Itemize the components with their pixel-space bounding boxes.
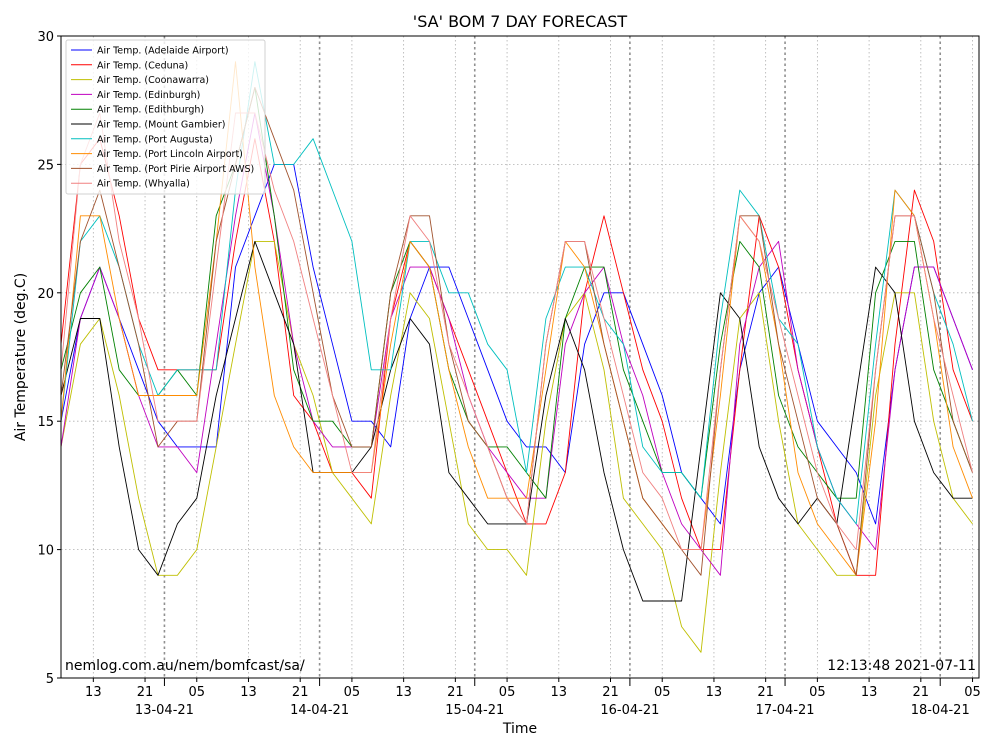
legend-box (65, 39, 266, 195)
series-line (60, 86, 973, 499)
series-line (60, 61, 973, 576)
legend-label: Air Temp. (Port Lincoln Airport) (97, 149, 243, 160)
x-tick-label: 13 (861, 685, 878, 700)
y-tick-label: 25 (37, 158, 54, 173)
y-tick-label: 5 (46, 672, 54, 687)
legend-label: Air Temp. (Mount Gambier) (97, 120, 226, 131)
day-tick-label: 14-04-21 (290, 703, 349, 718)
legend-label: Air Temp. (Whyalla) (97, 179, 190, 190)
x-tick-label: 05 (499, 685, 516, 700)
x-axis-label: Time (502, 721, 537, 737)
legend: Air Temp. (Adelaide Airport) Air Temp. (C… (65, 39, 266, 195)
x-tick-label: 21 (292, 685, 309, 700)
source-annotation: nemlog.com.au/nem/bomfcast/sa/ (65, 658, 305, 674)
timestamp-annotation: 12:13:48 2021-07-11 (827, 658, 976, 674)
x-tick-label: 13 (706, 685, 723, 700)
day-tick-label: 18-04-21 (911, 703, 970, 718)
x-tick-label: 21 (447, 685, 464, 700)
legend-label: Air Temp. (Port Augusta) (97, 134, 213, 145)
y-tick-label: 20 (37, 287, 54, 302)
series-lines (60, 61, 973, 653)
chart-title: 'SA' BOM 7 DAY FORECAST (413, 12, 628, 31)
legend-label: Air Temp. (Edithburgh) (97, 105, 204, 116)
y-tick-label: 10 (37, 544, 54, 559)
x-tick-label: 21 (913, 685, 930, 700)
legend-label: Air Temp. (Adelaide Airport) (97, 46, 229, 57)
x-tick-label: 21 (137, 685, 154, 700)
series-line (60, 112, 973, 551)
day-tick-label: 16-04-21 (600, 703, 659, 718)
series-line (60, 138, 973, 576)
series-line (60, 240, 973, 653)
x-tick-label: 21 (757, 685, 774, 700)
y-tick-label: 15 (37, 415, 54, 430)
day-tick-label: 17-04-21 (756, 703, 815, 718)
y-axis-label: Air Temperature (deg.C) (13, 273, 29, 441)
y-tick-label: 30 (37, 30, 54, 45)
day-tick-label: 15-04-21 (445, 703, 504, 718)
plot-frame (60, 35, 980, 679)
legend-label: Air Temp. (Ceduna) (97, 60, 188, 71)
x-tick-label: 13 (395, 685, 412, 700)
x-tick-label: 13 (551, 685, 568, 700)
axes: 5 10 15 20 25 30 13 21 05 13 21 05 13 21 05 13 21 05 13 21 0… (37, 30, 980, 718)
x-tick-label: 05 (809, 685, 826, 700)
x-tick-label: 13 (240, 685, 257, 700)
legend-label: Air Temp. (Coonawarra) (97, 75, 209, 86)
x-tick-label: 05 (964, 685, 981, 700)
legend-label: Air Temp. (Port Pirie Airport AWS) (97, 164, 254, 175)
x-tick-label: 13 (85, 685, 102, 700)
x-tick-label: 05 (344, 685, 361, 700)
x-tick-label: 05 (654, 685, 671, 700)
x-tick-label: 05 (188, 685, 205, 700)
x-tick-label: 21 (602, 685, 619, 700)
series-line (60, 163, 973, 525)
series-line (60, 61, 973, 525)
day-tick-label: 13-04-21 (135, 703, 194, 718)
legend-label: Air Temp. (Edinburgh) (97, 90, 200, 101)
